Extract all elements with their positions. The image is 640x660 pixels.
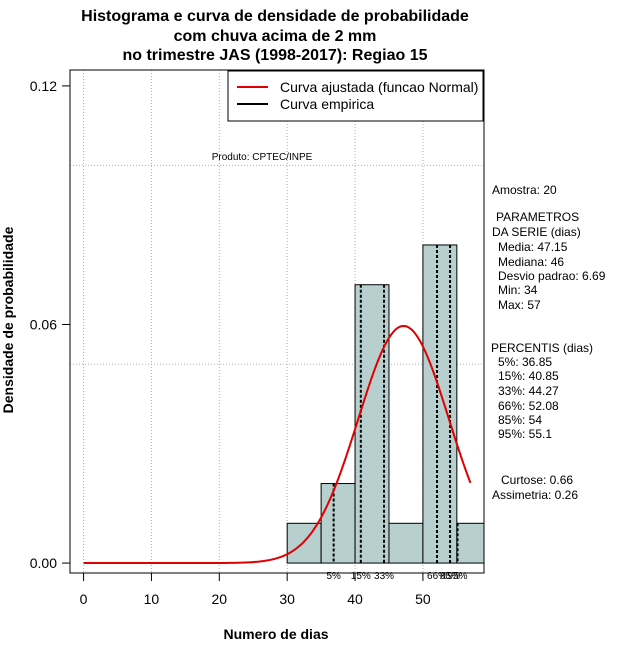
stat-p85: 85%: 54 bbox=[498, 413, 542, 427]
stat-max: Max: 57 bbox=[498, 298, 541, 312]
stat-p95: 95%: 55.1 bbox=[498, 427, 552, 441]
percentile-labels: 5% 15% 33% 66%85%95% bbox=[326, 571, 467, 582]
percentile-lines bbox=[332, 244, 459, 564]
legend: Curva ajustada (funcao Normal) Curva emp… bbox=[227, 70, 484, 122]
x-axis: 0 10 20 30 40 50 bbox=[80, 573, 431, 607]
percentile-label: 85% bbox=[440, 571, 460, 582]
stat-params-title: PARAMETROS bbox=[496, 210, 579, 224]
y-tick-label: 0.00 bbox=[30, 555, 57, 571]
chart-title-line-1: Histograma e curva de densidade de proba… bbox=[81, 8, 469, 25]
stat-p15: 15%: 40.85 bbox=[498, 369, 559, 383]
percentile-label: 15% bbox=[351, 571, 371, 582]
stat-mean: Media: 47.15 bbox=[498, 240, 568, 254]
x-tick-label: 10 bbox=[144, 591, 160, 607]
histogram-bar bbox=[422, 244, 458, 564]
x-tick-label: 0 bbox=[80, 591, 88, 607]
stat-skewness: Assimetria: 0.26 bbox=[492, 488, 578, 502]
histogram-bar bbox=[456, 522, 485, 564]
credit-text: Produto: CPTEC/INPE bbox=[212, 152, 313, 163]
stat-percentiles-title: PERCENTIS (dias) bbox=[491, 341, 593, 355]
legend-label-fitted: Curva ajustada (funcao Normal) bbox=[280, 79, 478, 95]
stat-std-dev: Desvio padrao: 6.69 bbox=[498, 269, 606, 283]
percentile-label: 5% bbox=[326, 571, 341, 582]
chart-title-line-2: com chuva acima de 2 mm bbox=[174, 28, 377, 45]
legend-box bbox=[227, 70, 484, 122]
y-axis-label: Densidade de probabilidade bbox=[0, 226, 16, 413]
stat-sample-size: Amostra: 20 bbox=[492, 183, 557, 197]
legend-label-empirical: Curva empirica bbox=[280, 96, 374, 112]
x-tick-label: 50 bbox=[415, 591, 431, 607]
y-tick-label: 0.06 bbox=[30, 316, 57, 332]
y-tick-label: 0.12 bbox=[30, 78, 57, 94]
stat-params-subtitle: DA SERIE (dias) bbox=[492, 225, 581, 239]
stat-p5: 5%: 36.85 bbox=[498, 355, 552, 369]
x-tick-label: 40 bbox=[347, 591, 363, 607]
y-axis: 0.00 0.06 0.12 bbox=[30, 78, 70, 571]
percentile-label: 33% bbox=[374, 571, 394, 582]
histogram-bars bbox=[286, 244, 485, 564]
percentile-label: 95% bbox=[448, 571, 468, 582]
percentile-label: 66% bbox=[427, 571, 447, 582]
histogram-bar bbox=[388, 522, 424, 564]
normal-curve bbox=[83, 324, 472, 565]
x-axis-label: Numero de dias bbox=[223, 626, 328, 642]
x-tick-label: 30 bbox=[279, 591, 295, 607]
x-tick-label: 20 bbox=[212, 591, 228, 607]
normal-curve-layer bbox=[83, 324, 472, 565]
stats-panel: Amostra: 20 PARAMETROS DA SERIE (dias) M… bbox=[491, 183, 606, 502]
histogram-bar bbox=[286, 522, 322, 564]
stat-p66: 66%: 52.08 bbox=[498, 399, 559, 413]
grid-layer bbox=[70, 70, 484, 573]
stat-min: Min: 34 bbox=[498, 283, 538, 297]
stat-p33: 33%: 44.27 bbox=[498, 384, 559, 398]
stat-kurtosis: Curtose: 0.66 bbox=[501, 473, 573, 487]
chart-title-line-3: no trimestre JAS (1998-2017): Regiao 15 bbox=[122, 47, 427, 64]
histogram-bar bbox=[320, 483, 356, 564]
plot-frame bbox=[69, 69, 485, 574]
stat-median: Mediana: 46 bbox=[498, 255, 564, 269]
